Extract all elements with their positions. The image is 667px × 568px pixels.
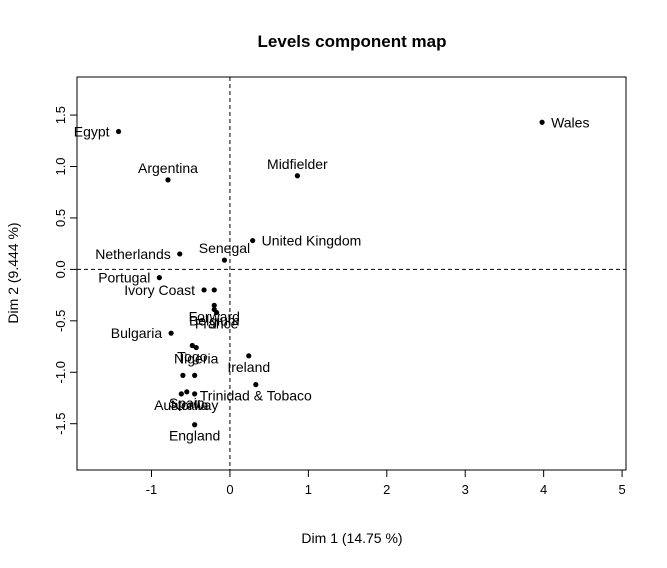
point-label: Australia bbox=[154, 397, 209, 413]
data-point bbox=[165, 177, 171, 183]
data-point bbox=[201, 287, 207, 293]
data-point bbox=[180, 372, 186, 378]
point-label: Nigeria bbox=[174, 351, 219, 367]
point-label: England bbox=[169, 428, 220, 444]
point-label: Midfielder bbox=[267, 156, 328, 172]
point-label: Portugal bbox=[98, 270, 150, 286]
plot-frame bbox=[76, 76, 627, 471]
x-axis: -1 0 1 2 3 4 5 bbox=[146, 470, 626, 497]
chart-title: Levels component map bbox=[258, 32, 447, 51]
point-label: Netherlands bbox=[95, 246, 171, 262]
x-tick-label: -1 bbox=[146, 482, 158, 497]
y-tick-label: 0.5 bbox=[53, 209, 68, 227]
point-label: Ireland bbox=[227, 359, 270, 375]
point-label: Togo bbox=[177, 349, 208, 365]
data-point bbox=[192, 391, 198, 397]
data-point bbox=[115, 128, 122, 135]
point-label: Spain bbox=[169, 395, 205, 411]
data-point bbox=[211, 302, 217, 308]
x-axis-label: Dim 1 (14.75 %) bbox=[301, 530, 402, 546]
data-point bbox=[294, 173, 300, 179]
y-axis: -1.5 -1.0 -0.5 0.0 0.5 1.0 1.5 bbox=[53, 106, 77, 435]
y-axis-label: Dim 2 (9.444 %) bbox=[5, 222, 21, 323]
data-point bbox=[211, 287, 217, 293]
data-point bbox=[192, 422, 198, 428]
data-point bbox=[539, 119, 545, 125]
x-tick-label: 0 bbox=[226, 482, 233, 497]
point-labels: Wales Egypt Argentina Midfielder United King… bbox=[74, 114, 590, 443]
point-label: United Kingdom bbox=[262, 233, 362, 249]
data-point bbox=[250, 237, 256, 244]
data-point bbox=[214, 309, 220, 316]
y-tick-label: -1.5 bbox=[53, 413, 68, 435]
data-point bbox=[192, 372, 198, 378]
data-point bbox=[184, 389, 190, 395]
point-label: Wales bbox=[551, 114, 589, 130]
data-points bbox=[115, 119, 545, 428]
y-tick-label: 1.5 bbox=[53, 106, 68, 124]
y-tick-label: -0.5 bbox=[53, 310, 68, 332]
point-label: France bbox=[195, 316, 239, 332]
data-point bbox=[168, 330, 174, 336]
point-label: Belgium bbox=[189, 313, 240, 329]
point-label: Forward bbox=[189, 308, 240, 324]
data-point bbox=[189, 342, 195, 349]
x-tick-label: 3 bbox=[462, 482, 469, 497]
point-label: Egypt bbox=[74, 124, 110, 140]
x-tick-label: 4 bbox=[540, 482, 547, 497]
data-point bbox=[246, 353, 252, 359]
point-label: Bulgaria bbox=[111, 325, 163, 341]
point-label: Senegal bbox=[199, 240, 250, 256]
data-point bbox=[221, 257, 228, 263]
y-tick-label: 1.0 bbox=[53, 157, 68, 175]
x-tick-label: 2 bbox=[383, 482, 390, 497]
point-label: Ivory Coast bbox=[124, 282, 195, 298]
point-label: Trinidad & Tobaco bbox=[200, 388, 312, 404]
y-tick-label: -1.0 bbox=[53, 361, 68, 383]
x-tick-label: 1 bbox=[305, 482, 312, 497]
data-point bbox=[253, 382, 259, 388]
point-label: Argentina bbox=[138, 160, 198, 176]
reference-lines bbox=[77, 77, 626, 470]
point-label: Norway bbox=[171, 397, 218, 413]
data-point bbox=[178, 391, 184, 397]
data-point bbox=[156, 275, 162, 281]
data-point bbox=[193, 344, 199, 351]
y-tick-label: 0.0 bbox=[53, 260, 68, 278]
data-point bbox=[177, 251, 183, 257]
x-tick-label: 5 bbox=[618, 482, 625, 497]
